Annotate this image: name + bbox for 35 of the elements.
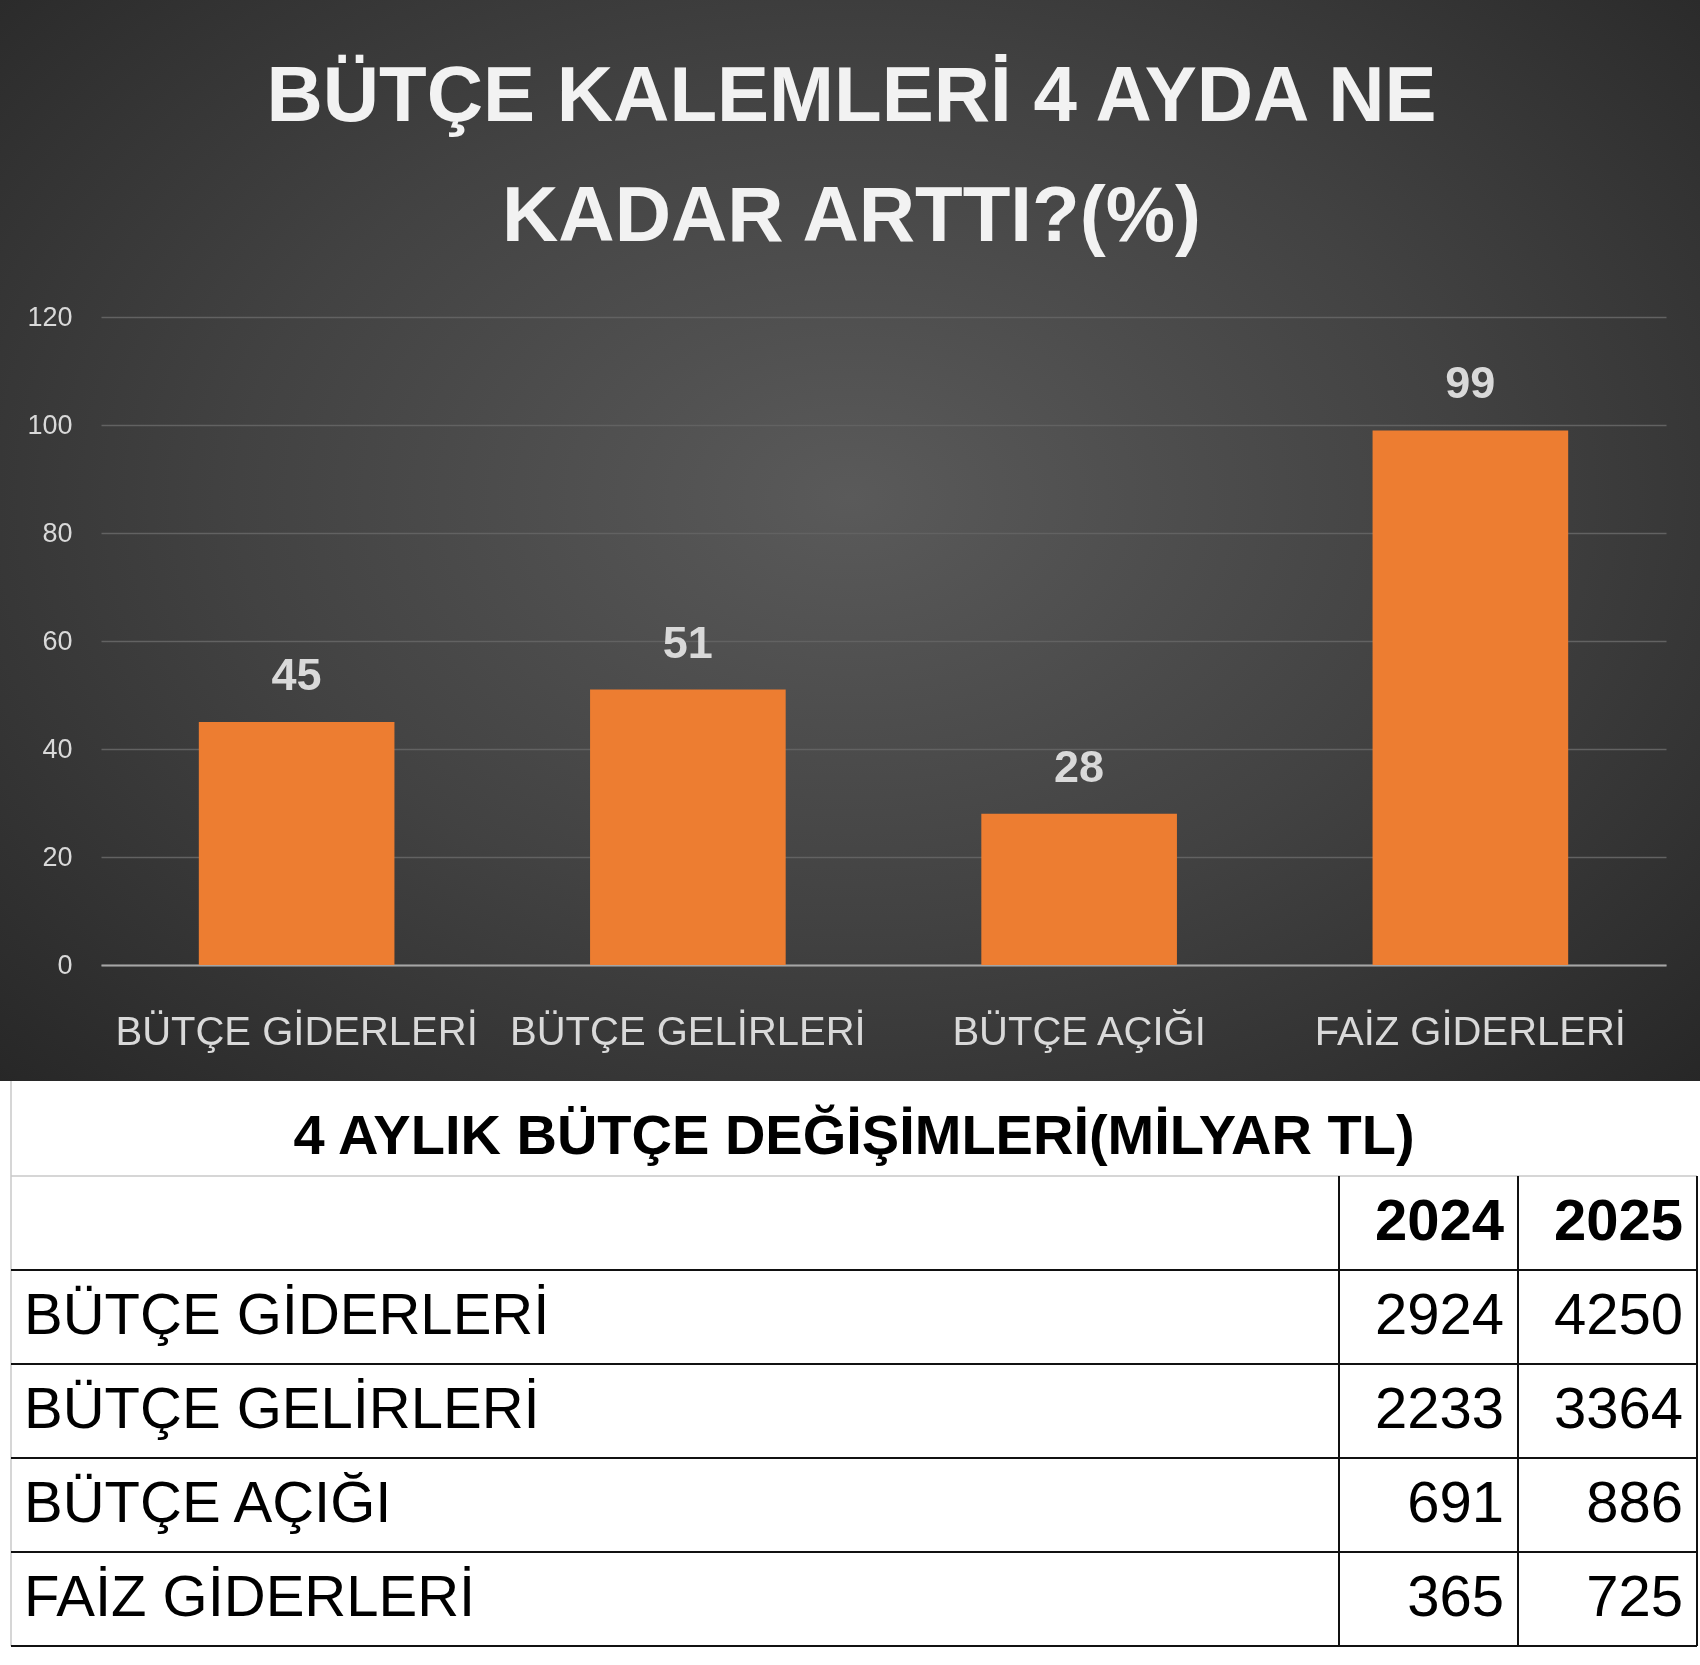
y-tick-label: 60 (42, 625, 73, 656)
text: 4 AYLIK BÜTÇE DEĞİŞİMLERİ(MİLYAR TL) (293, 1103, 1415, 1167)
text: 2024 (1374, 1187, 1504, 1252)
x-tick-label: FAİZ GİDERLERİ (1314, 1008, 1626, 1053)
category-label: BÜTÇE GELİRLERİ (24, 1375, 540, 1440)
y-tick-label: 80 (42, 517, 73, 548)
x-tick-label: BÜTÇE AÇIĞI (952, 1008, 1206, 1053)
data-label: 45 (271, 649, 322, 700)
y-tick-label: 20 (42, 841, 73, 872)
data-label: 691 (1407, 1469, 1504, 1534)
bar (981, 813, 1177, 965)
bar (590, 689, 786, 965)
x-tick-label: BÜTÇE GİDERLERİ (115, 1008, 478, 1053)
data-label: 28 (1054, 740, 1105, 792)
bar (1372, 430, 1569, 965)
chart-title: BÜTÇE KALEMLERİ 4 AYDA NE KADAR ARTTI?(%) (266, 50, 1437, 258)
data-label: 725 (1586, 1563, 1683, 1628)
y-tick-label: 0 (57, 949, 73, 980)
data-label: 886 (1586, 1469, 1683, 1534)
data-label: 3364 (1553, 1375, 1683, 1440)
y-tick-label: 120 (27, 301, 73, 332)
category-label: FAİZ GİDERLERİ (24, 1563, 476, 1628)
data-label: 51 (662, 616, 713, 668)
data-label: 99 (1445, 357, 1496, 409)
y-tick-label: 100 (27, 409, 73, 440)
data-label: 4250 (1553, 1281, 1683, 1346)
data-label: 365 (1407, 1563, 1504, 1628)
category-label: BÜTÇE GİDERLERİ (24, 1281, 550, 1346)
category-label: BÜTÇE AÇIĞI (24, 1469, 392, 1534)
text: 2025 (1553, 1187, 1683, 1252)
x-tick-label: BÜTÇE GELİRLERİ (510, 1008, 866, 1053)
data-label: 2233 (1374, 1375, 1504, 1440)
data-label: 2924 (1374, 1281, 1504, 1346)
y-tick-label: 40 (42, 733, 73, 764)
bar (198, 722, 395, 965)
